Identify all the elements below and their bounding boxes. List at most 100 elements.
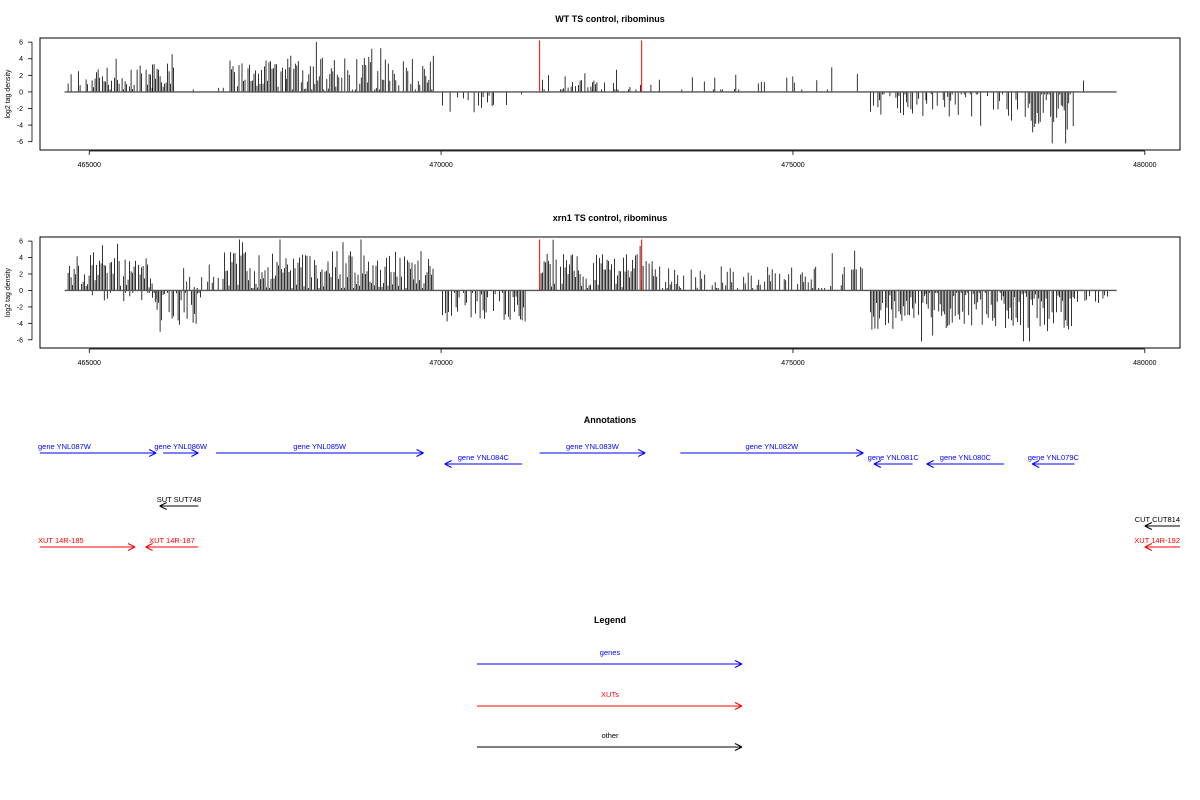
legend-arrow-xuts (477, 702, 743, 710)
chart-title: xrn1 TS control, ribominus (553, 213, 668, 223)
feature-arrow (215, 449, 424, 457)
annotations-panel: Annotations gene YNL087W gene YNL086W gene … (38, 415, 1180, 551)
y-axis-label: log2 tag density (5, 69, 12, 119)
feature-label: gene YNL082W (745, 442, 799, 451)
arrow-head (734, 705, 743, 710)
arrow-head (1144, 525, 1153, 530)
y-axis-label: log2 tag density (5, 267, 12, 317)
x-tick-label: 465000 (78, 360, 101, 367)
feature-arrow (1144, 522, 1180, 530)
chart-panel-1: WT TS control, ribominus -6 -4 -2 0 2 4 6 log2 t… (5, 14, 1181, 169)
feature-label: SUT SUT748 (157, 495, 201, 504)
arrow-head (1144, 546, 1153, 551)
arrow-head (159, 502, 167, 507)
arrow-head (444, 463, 452, 468)
feature-arrow (539, 449, 646, 457)
x-tick-label: 480000 (1133, 360, 1156, 367)
legend-label-other: other (601, 731, 619, 740)
y-tick-label: -4 (17, 321, 23, 328)
feature-arrow (926, 460, 1005, 468)
feature-label: gene YNL080C (940, 453, 992, 462)
y-tick-label: 2 (19, 272, 23, 279)
y-tick-label: 2 (19, 73, 23, 80)
arrow-head (734, 660, 743, 665)
plot-frame (39, 37, 1181, 151)
arrow-head (148, 452, 157, 457)
arrow-head (148, 449, 157, 454)
feature-arrow (145, 543, 199, 551)
chart-panel-2: xrn1 TS control, ribominus -6 -4 -2 0 2 4 6 log2… (5, 213, 1181, 367)
x-tick-label: 470000 (429, 360, 452, 367)
arrow-head (127, 543, 136, 548)
arrow-head (856, 449, 864, 454)
bar-series (67, 41, 1084, 144)
arrow-head (873, 463, 882, 468)
arrow-head (191, 449, 199, 454)
arrow-head (145, 546, 153, 551)
feature-label: gene YNL087W (38, 442, 92, 451)
legend-title: Legend (594, 615, 626, 625)
arrow-head (926, 460, 934, 465)
x-tick-label: 480000 (1133, 162, 1156, 169)
x-tick-label: 475000 (781, 360, 804, 367)
feature-arrow (1031, 460, 1075, 468)
arrow-head (734, 702, 743, 707)
feature-label: gene YNL086W (154, 442, 208, 451)
x-tick-label: 470000 (429, 162, 452, 169)
legend: Legend genes XUTs other (477, 615, 743, 751)
y-tick-label: 0 (19, 288, 23, 295)
feature-label: gene YNL083W (566, 442, 620, 451)
feature-label: XUT 14R-185 (38, 536, 84, 545)
y-tick-label: 6 (19, 40, 23, 47)
feature-label: CUT CUT814 (1135, 515, 1180, 524)
bar-series (67, 239, 1108, 342)
legend-label-genes: genes (600, 648, 621, 657)
arrow-head (159, 505, 167, 510)
arrow-head (734, 746, 743, 751)
arrow-head (1144, 522, 1153, 527)
arrow-head (1031, 460, 1040, 465)
feature-label: gene YNL085W (293, 442, 347, 451)
x-tick-label: 475000 (781, 162, 804, 169)
arrow-head (145, 543, 153, 548)
arrow-head (873, 460, 882, 465)
feature-label: gene YNL079C (1028, 453, 1080, 462)
y-tick-label: -4 (17, 123, 23, 130)
legend-label-xuts: XUTs (601, 690, 619, 699)
arrow-head (416, 449, 424, 454)
feature-arrow (163, 449, 199, 457)
y-tick-label: -2 (17, 304, 23, 311)
feature-arrow (680, 449, 864, 457)
legend-arrow-genes (477, 660, 743, 668)
feature-label: gene YNL081C (868, 453, 920, 462)
feature-arrow (1144, 543, 1180, 551)
y-tick-label: 4 (19, 56, 23, 63)
y-tick-label: -6 (17, 337, 23, 344)
y-tick-label: 6 (19, 239, 23, 246)
feature-arrow (40, 543, 136, 551)
feature-label: XUT 14R-187 (149, 536, 195, 545)
arrow-head (734, 743, 743, 748)
feature-arrow (159, 502, 199, 510)
annotations-title: Annotations (584, 415, 637, 425)
x-tick-label: 465000 (78, 162, 101, 169)
feature-arrow (444, 460, 523, 468)
plot-frame (39, 236, 1181, 349)
arrow-head (444, 460, 452, 465)
chart-title: WT TS control, ribominus (555, 14, 665, 24)
arrow-head (856, 452, 864, 457)
y-tick-label: -2 (17, 106, 23, 113)
arrow-head (191, 452, 199, 457)
arrow-head (637, 452, 646, 457)
legend-arrow-other (477, 743, 743, 751)
arrow-head (416, 452, 424, 457)
feature-label: gene YNL084C (458, 453, 510, 462)
arrow-head (637, 449, 646, 454)
y-tick-label: 0 (19, 89, 23, 96)
y-tick-label: 4 (19, 255, 23, 262)
arrow-head (127, 546, 136, 551)
arrow-head (926, 463, 934, 468)
feature-label: XUT 14R-192 (1134, 536, 1180, 545)
y-tick-label: -6 (17, 139, 23, 146)
